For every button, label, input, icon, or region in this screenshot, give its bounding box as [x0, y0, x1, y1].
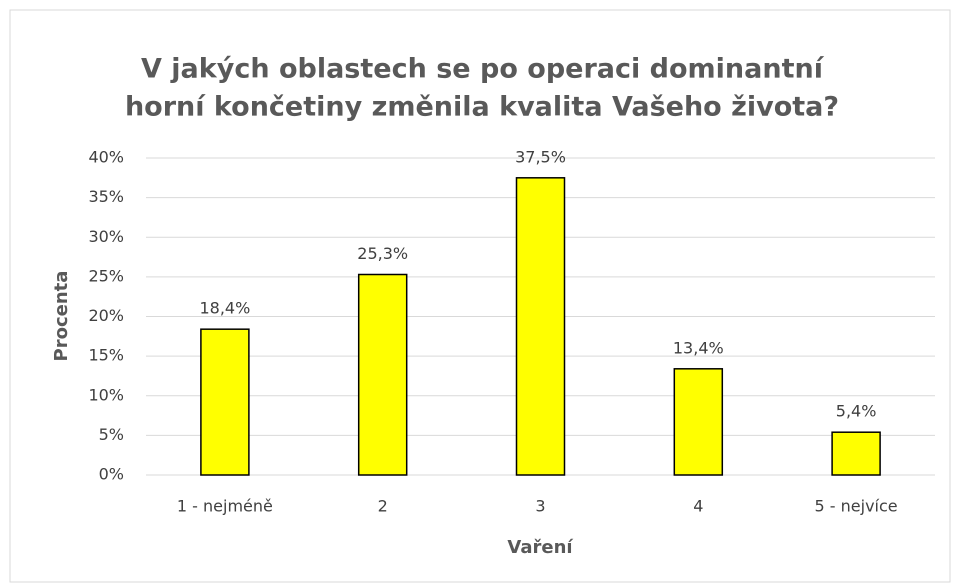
y-tick-label: 40% [88, 148, 124, 167]
y-tick-label: 5% [99, 425, 124, 444]
x-tick-label: 3 [535, 497, 545, 516]
bar [515, 177, 566, 476]
y-tick-label: 25% [88, 266, 124, 285]
chart-border [9, 9, 951, 583]
chart-title: V jakých oblastech se po operaci dominan… [141, 54, 825, 85]
x-tick-label: 4 [693, 497, 703, 516]
chart-title: horní končetiny změnila kvalita Vašeho ž… [125, 92, 839, 123]
x-tick-label: 5 - nejvíce [815, 497, 898, 516]
bar [200, 328, 250, 476]
y-tick-label: 35% [88, 187, 124, 206]
y-tick-label: 15% [88, 346, 124, 365]
y-axis-title: Procenta [51, 271, 72, 362]
y-tick-label: 30% [88, 227, 124, 246]
x-tick-label: 1 - nejméně [177, 497, 273, 516]
bar [831, 431, 881, 476]
value-label: 25,3% [357, 244, 408, 263]
value-label: 13,4% [673, 338, 724, 357]
y-tick-label: 10% [88, 385, 124, 404]
bar [357, 273, 408, 476]
bar [673, 368, 724, 476]
value-label: 37,5% [515, 147, 566, 166]
x-axis-title: Vaření [507, 537, 573, 558]
x-tick-label: 2 [378, 497, 388, 516]
value-label: 5,4% [836, 402, 877, 421]
value-label: 18,4% [199, 299, 250, 318]
y-tick-label: 20% [88, 306, 124, 325]
y-tick-label: 0% [99, 465, 124, 484]
